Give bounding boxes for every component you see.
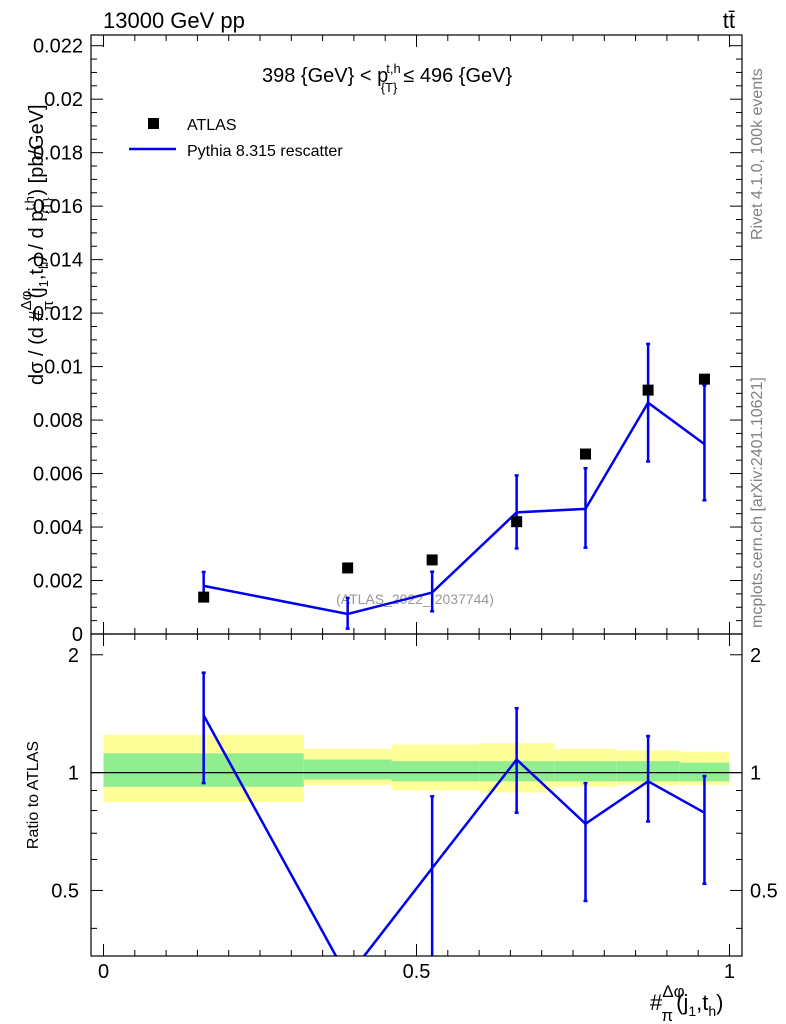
main-y-tick-label: 0.01 (44, 357, 83, 379)
ylabel-subh: h (36, 262, 51, 269)
ratio-y-tick-label-right: 1 (750, 763, 761, 785)
ratio-x-ticks: 0 0.5 1 (98, 634, 735, 983)
main-y-tick-label: 0 (72, 624, 83, 646)
xlabel-frac-den: π (661, 1006, 673, 1024)
ratio-series (201, 671, 707, 956)
ratio-y-tick-label-right: 0.5 (750, 880, 778, 902)
main-x-ticks (103, 35, 730, 634)
ratio-bands (103, 734, 730, 803)
ylabel-b: (j (26, 287, 48, 298)
main-panel: (ATLAS_2022_I2037744) 0 0.002 0.004 0.006 0.… (18, 34, 743, 646)
process-label: tt̄ (723, 8, 735, 33)
main-y-ticks: 0 0.002 0.004 0.006 0.008 0.01 0.012 0.014 0.016… (33, 36, 742, 646)
ratio-y-tick-label: 2 (68, 645, 79, 667)
green-band (554, 761, 617, 782)
title-prefix: 398 {GeV} < p (262, 65, 388, 87)
ratio-panel: 0.5 0.51 12 2 0 0.5 1 Ratio to ATLAS #Δφ π(j1,… (25, 633, 778, 1024)
title-sub: {T} (381, 80, 398, 95)
ylabel-a: dσ / (d # (26, 310, 48, 385)
title-suffix: ≤ 496 {GeV} (403, 65, 512, 87)
legend-label-pythia: Pythia 8.315 rescatter (187, 143, 343, 160)
ylabel-d: ) / d p (26, 211, 48, 262)
ylabel-sup: t,h (22, 196, 37, 210)
atlas-data-point (580, 448, 592, 460)
ylabel-frac-num: Δφ (18, 290, 35, 310)
ylabel-sub: {T} (40, 197, 55, 214)
rivet-label: Rivet 4.1.0, 100k events (749, 68, 766, 240)
atlas-data-point (426, 554, 438, 566)
xlabel-frac-num: Δφ (662, 982, 684, 1001)
atlas-data-point (642, 384, 654, 396)
site-label: mcplots.cern.ch [arXiv:2401.10621] (749, 377, 766, 628)
energy-label: 13000 GeV pp (103, 8, 245, 33)
main-y-tick-label: 0.016 (33, 196, 83, 218)
xlabel-sub1: 1 (688, 1003, 696, 1019)
x-tick-label: 0 (98, 961, 109, 983)
atlas-data-point (198, 591, 210, 603)
xlabel-c: ,t (696, 990, 708, 1015)
main-y-tick-label: 0.002 (33, 571, 83, 593)
title-sup: t,h (386, 61, 400, 76)
ylabel-sub1: 1 (36, 280, 51, 287)
atlas-data-point (511, 516, 523, 528)
ratio-line (202, 714, 706, 956)
xlabel-subh: h (708, 1003, 716, 1019)
main-y-tick-label: 0.012 (33, 303, 83, 325)
main-y-tick-label: 0.02 (44, 89, 83, 111)
main-series (198, 342, 710, 630)
ratio-frame (90, 633, 743, 957)
legend-label-atlas: ATLAS (187, 117, 237, 134)
x-tick-label: 0.5 (403, 961, 431, 983)
main-y-tick-label: 0.004 (33, 517, 83, 539)
main-y-tick-label: 0.014 (33, 250, 83, 272)
main-y-tick-label: 0.018 (33, 143, 83, 165)
ratio-y-tick-label: 1 (68, 763, 79, 785)
ratio-y-ticks: 0.5 0.5 1 1 2 2 (51, 645, 778, 929)
watermark: (ATLAS_2022_I2037744) (336, 591, 494, 607)
main-y-tick-label: 0.006 (33, 464, 83, 486)
ylabel-e: ) [pb/GeV] (26, 104, 48, 195)
atlas-data-point (698, 373, 710, 385)
xlabel-b: (j (676, 990, 688, 1015)
mc-line (203, 400, 706, 616)
ratio-y-label: Ratio to ATLAS (25, 741, 42, 849)
green-band (303, 759, 392, 780)
ratio-y-tick-label: 0.5 (51, 880, 79, 902)
main-y-tick-label: 0.022 (33, 36, 83, 58)
main-y-label: dσ / (d #Δφ π (j1,th) / d pt,h {T} ) [pb/GeV… (18, 104, 57, 385)
legend-marker-atlas (148, 118, 159, 129)
x-tick-label: 1 (724, 961, 735, 983)
green-band (391, 761, 480, 782)
atlas-data-point (342, 562, 354, 574)
ylabel-c: ,t (26, 269, 48, 281)
ratio-y-tick-label-right: 2 (750, 645, 761, 667)
x-axis-label: #Δφ π(j1,th) (650, 982, 724, 1024)
panel-title: 398 {GeV} < pt,h {T} ≤ 496 {GeV} (262, 61, 512, 95)
xlabel-d: ) (716, 990, 723, 1015)
main-y-tick-label: 0.008 (33, 410, 83, 432)
ylabel-frac-den: π (40, 300, 57, 310)
legend: ATLAS Pythia 8.315 rescatter (129, 117, 343, 160)
xlabel-a: # (650, 990, 663, 1015)
